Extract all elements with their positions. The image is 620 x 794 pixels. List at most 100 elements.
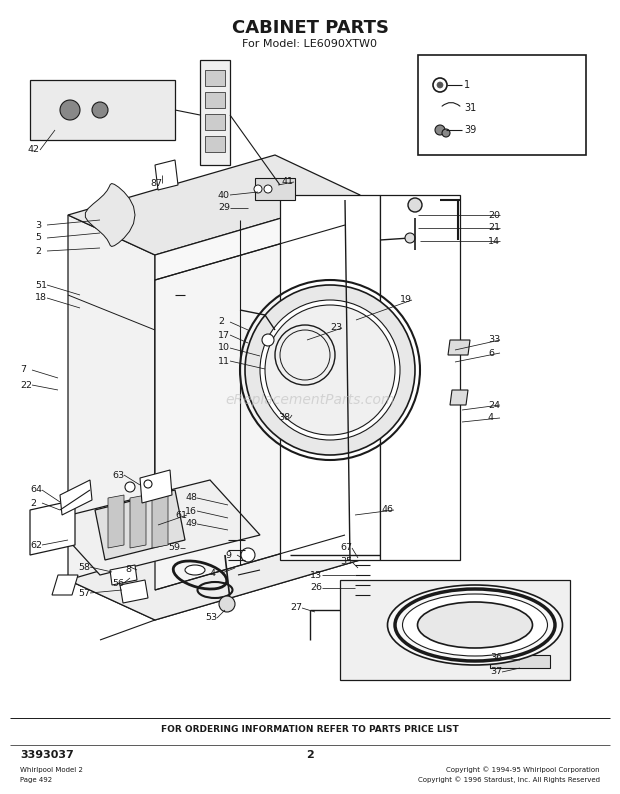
Text: Copyright © 1996 Stardust, Inc. All Rights Reserved: Copyright © 1996 Stardust, Inc. All Righ… [418,777,600,784]
Text: 63: 63 [112,471,124,480]
Circle shape [265,305,395,435]
Text: 48: 48 [185,494,197,503]
Text: 46: 46 [382,506,394,515]
Polygon shape [68,215,155,620]
Text: 51: 51 [35,280,47,290]
Text: 9: 9 [225,550,231,560]
Circle shape [144,480,152,488]
Text: Copyright © 1994-95 Whirlpool Corporation: Copyright © 1994-95 Whirlpool Corporatio… [446,767,600,773]
Polygon shape [255,325,288,345]
Text: 6: 6 [488,349,494,357]
Circle shape [125,482,135,492]
Text: 8: 8 [125,565,131,575]
Polygon shape [155,225,345,590]
Text: CABINET PARTS: CABINET PARTS [231,19,389,37]
Polygon shape [152,495,168,548]
Text: For Model: LE6090XTW0: For Model: LE6090XTW0 [242,39,378,49]
Polygon shape [205,70,225,86]
Polygon shape [340,580,570,680]
Polygon shape [68,520,360,620]
Polygon shape [255,178,295,200]
Text: 17: 17 [218,330,230,340]
Text: 36: 36 [490,653,502,662]
Polygon shape [450,390,468,405]
Text: 59: 59 [168,544,180,553]
Polygon shape [95,490,185,560]
Circle shape [437,82,443,88]
Ellipse shape [185,565,205,575]
Circle shape [254,185,262,193]
Text: 3393037: 3393037 [20,750,74,760]
Circle shape [442,129,450,137]
Polygon shape [60,480,92,515]
Text: 64: 64 [30,485,42,495]
Polygon shape [130,495,146,548]
Polygon shape [205,136,225,152]
Polygon shape [30,80,175,140]
Text: 57: 57 [78,588,90,598]
Ellipse shape [388,585,562,665]
Text: 22: 22 [20,380,32,390]
Circle shape [245,285,415,455]
Text: 18: 18 [35,294,47,303]
Text: 14: 14 [488,237,500,245]
Polygon shape [280,195,380,560]
Text: 33: 33 [488,336,500,345]
Text: 39: 39 [464,125,476,135]
Polygon shape [52,575,78,595]
Text: 29: 29 [218,203,230,213]
Polygon shape [205,114,225,130]
Polygon shape [108,495,124,548]
Text: 13: 13 [310,571,322,580]
Polygon shape [380,195,460,560]
Text: 2: 2 [306,750,314,760]
Polygon shape [490,655,550,668]
Circle shape [219,596,235,612]
Polygon shape [200,60,230,165]
Ellipse shape [417,602,533,648]
Polygon shape [86,183,135,246]
Polygon shape [68,155,360,255]
Text: 62: 62 [30,541,42,549]
Text: 42: 42 [28,145,40,155]
Text: 1: 1 [464,80,470,90]
Text: 23: 23 [330,323,342,333]
Text: 10: 10 [218,344,230,353]
Polygon shape [110,565,137,585]
Polygon shape [448,340,470,355]
Polygon shape [50,480,260,575]
Circle shape [241,548,255,562]
Text: 38: 38 [278,414,290,422]
Text: 20: 20 [488,210,500,219]
Text: 5: 5 [35,233,41,242]
Text: 49: 49 [185,519,197,529]
Polygon shape [418,55,586,155]
Text: 11: 11 [218,357,230,365]
Text: 56: 56 [112,579,124,588]
Text: 53: 53 [205,614,217,622]
Text: 58: 58 [78,562,90,572]
Circle shape [405,233,415,243]
Circle shape [262,334,274,346]
Text: 16: 16 [185,507,197,515]
Text: 7: 7 [20,365,26,375]
Polygon shape [30,500,75,555]
Text: 67: 67 [340,544,352,553]
Circle shape [92,102,108,118]
Circle shape [435,125,445,135]
Text: 2: 2 [218,318,224,326]
Text: 3: 3 [35,221,41,229]
Text: 2: 2 [35,246,41,256]
Text: 24: 24 [488,400,500,410]
Circle shape [60,100,80,120]
Text: 4: 4 [488,414,494,422]
Text: 41: 41 [282,178,294,187]
Text: 87: 87 [150,179,162,187]
Text: eReplacementParts.com: eReplacementParts.com [225,393,395,407]
Circle shape [408,198,422,212]
Polygon shape [290,408,312,422]
Polygon shape [140,470,172,503]
Text: 31: 31 [464,103,476,113]
Polygon shape [205,92,225,108]
Text: FOR ORDERING INFORMATION REFER TO PARTS PRICE LIST: FOR ORDERING INFORMATION REFER TO PARTS … [161,726,459,734]
